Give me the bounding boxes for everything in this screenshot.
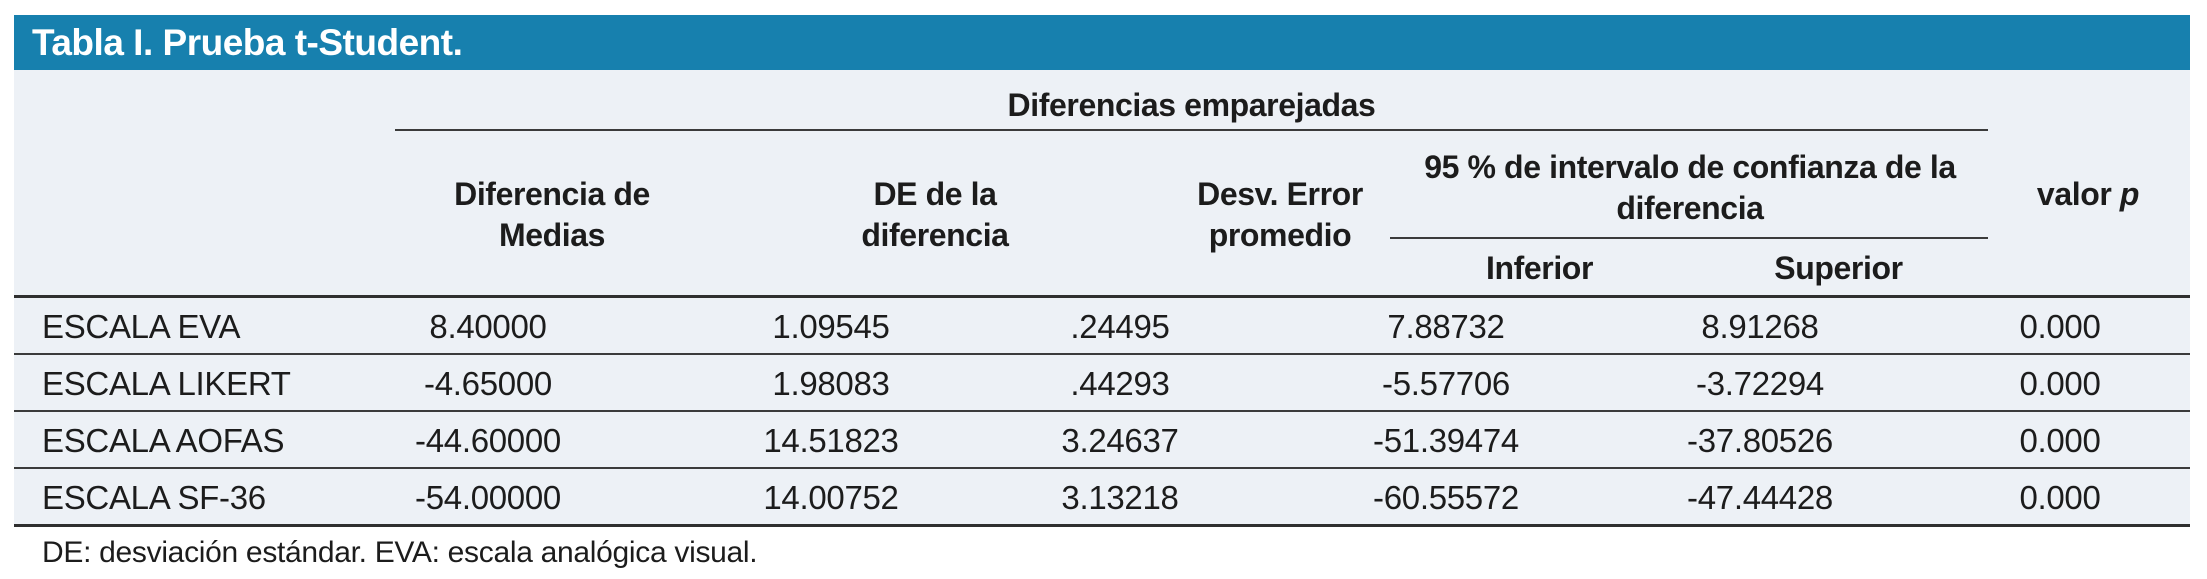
- row-separator-line: [14, 467, 2190, 469]
- table-row: ESCALA LIKERT -4.65000 1.98083 .44293 -5…: [14, 355, 2190, 412]
- cell-sd-difference: 14.00752: [763, 479, 899, 516]
- cell-ci-lower: -51.39474: [1373, 422, 1519, 459]
- cell-sd-difference: 1.09545: [772, 308, 890, 345]
- row-separator-line: [14, 353, 2190, 355]
- header-separator-line: [14, 295, 2190, 298]
- row-label: ESCALA EVA: [42, 308, 241, 345]
- p-value-label-italic: p: [2119, 176, 2140, 212]
- col-header-p-value: valor p: [1988, 174, 2188, 215]
- cell-ci-upper: -3.72294: [1696, 365, 1824, 402]
- table-row: ESCALA AOFAS -44.60000 14.51823 3.24637 …: [14, 412, 2190, 469]
- row-label: ESCALA AOFAS: [42, 422, 285, 459]
- cell-std-error: .44293: [1070, 365, 1170, 402]
- table-bottom-line: [14, 524, 2190, 527]
- cell-ci-upper: -37.80526: [1687, 422, 1833, 459]
- table-title-bar: [14, 15, 2190, 70]
- cell-mean-difference: -44.60000: [415, 422, 561, 459]
- row-label: ESCALA SF-36: [42, 479, 266, 516]
- cell-ci-upper: 8.91268: [1701, 308, 1819, 345]
- row-label: ESCALA LIKERT: [42, 365, 291, 402]
- cell-std-error: .24495: [1070, 308, 1170, 345]
- cell-sd-difference: 14.51823: [763, 422, 899, 459]
- cell-std-error: 3.24637: [1061, 422, 1179, 459]
- col-header-sd-difference: DE de la diferencia: [861, 176, 1009, 253]
- table-row: ESCALA SF-36 -54.00000 14.00752 3.13218 …: [14, 469, 2190, 526]
- cell-sd-difference: 1.98083: [772, 365, 890, 402]
- paired-differences-underline: [395, 129, 1988, 131]
- table-footnote: DE: desviación estándar. EVA: escala ana…: [42, 536, 758, 569]
- cell-ci-lower: 7.88732: [1387, 308, 1505, 345]
- col-header-ci-lower: Inferior: [1485, 250, 1594, 286]
- cell-mean-difference: -54.00000: [415, 479, 561, 516]
- row-separator-line: [14, 410, 2190, 412]
- table-title: Tabla I. Prueba t-Student.: [32, 22, 463, 63]
- col-header-confidence-interval-group: 95 % de intervalo de confianza de la dif…: [1424, 149, 1956, 226]
- cell-mean-difference: 8.40000: [429, 308, 547, 345]
- col-header-ci-upper: Superior: [1774, 250, 1903, 286]
- cell-mean-difference: -4.65000: [424, 365, 552, 402]
- col-header-std-error-mean: Desv. Error promedio: [1197, 176, 1363, 253]
- confidence-interval-underline: [1390, 237, 1988, 239]
- col-header-mean-difference: Diferencia de Medias: [454, 176, 650, 253]
- cell-ci-lower: -60.55572: [1373, 479, 1519, 516]
- cell-p-value: 0.000: [2019, 308, 2101, 345]
- paired-differences-group-header: Diferencias emparejadas: [1007, 87, 1376, 123]
- cell-std-error: 3.13218: [1061, 479, 1179, 516]
- cell-p-value: 0.000: [2019, 422, 2101, 459]
- cell-p-value: 0.000: [2019, 479, 2101, 516]
- cell-ci-lower: -5.57706: [1382, 365, 1510, 402]
- cell-ci-upper: -47.44428: [1687, 479, 1833, 516]
- table-row: ESCALA EVA 8.40000 1.09545 .24495 7.8873…: [14, 298, 2190, 355]
- p-value-label-prefix: valor: [2036, 176, 2112, 212]
- cell-p-value: 0.000: [2019, 365, 2101, 402]
